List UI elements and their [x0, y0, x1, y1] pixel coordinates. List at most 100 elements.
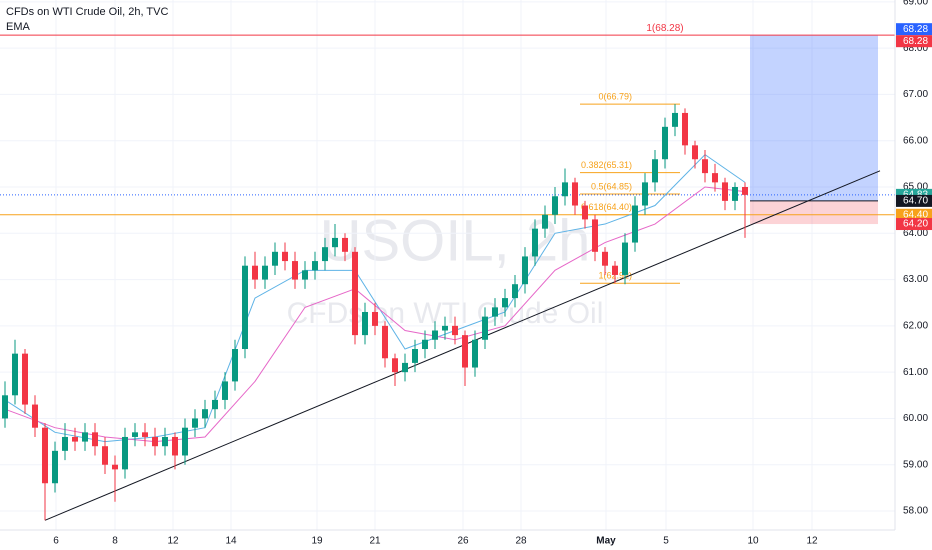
- candle-body: [552, 196, 558, 215]
- candle-body: [262, 265, 268, 280]
- candle-body: [632, 205, 638, 243]
- candle-body: [452, 325, 458, 336]
- candle-body: [382, 325, 388, 359]
- x-tick-label: 5: [663, 536, 669, 547]
- candle-body: [622, 242, 628, 275]
- candle-body: [662, 126, 668, 160]
- candle-body: [702, 159, 708, 174]
- candle-body: [192, 418, 198, 428]
- y-tick-label: 59.00: [903, 459, 928, 470]
- candle-body: [592, 219, 598, 252]
- candle-body: [282, 251, 288, 262]
- candle-body: [72, 436, 78, 442]
- candle-body: [132, 432, 138, 437]
- candle-body: [352, 251, 358, 336]
- y-tick-label: 58.00: [903, 506, 928, 517]
- candle-body: [652, 159, 658, 183]
- price-badge: [896, 218, 932, 231]
- candle-body: [32, 404, 38, 428]
- candle-body: [252, 265, 258, 280]
- watermark: USOIL, 2h CFDs on WTI Crude Oil: [287, 208, 604, 330]
- candle-body: [562, 182, 568, 197]
- x-tick-label: May: [596, 536, 616, 547]
- candle-body: [112, 464, 118, 470]
- candle-body: [92, 432, 98, 447]
- target-zone: [750, 35, 878, 201]
- y-tick-label: 61.00: [903, 367, 928, 378]
- candle-body: [182, 427, 188, 456]
- candle-body: [502, 298, 508, 308]
- x-tick-label: 21: [369, 536, 381, 547]
- y-tick-label: 62.00: [903, 321, 928, 332]
- y-tick-label: 60.00: [903, 413, 928, 424]
- level-label: 1(68.28): [646, 23, 683, 34]
- candle-body: [172, 436, 178, 456]
- candle-body: [732, 187, 738, 201]
- stop-zone: [750, 200, 878, 225]
- price-badge: [896, 194, 932, 207]
- candle-body: [672, 112, 678, 127]
- x-tick-label: 19: [311, 536, 323, 547]
- price-badge-label: 64.70: [903, 196, 928, 207]
- price-badge-label: 68.28: [903, 36, 928, 47]
- candle-body: [142, 432, 148, 437]
- y-tick-label: 65.00: [903, 182, 928, 193]
- candle-body: [272, 251, 278, 266]
- candle-body: [522, 256, 528, 285]
- x-tick-label: 28: [515, 536, 527, 547]
- fib-label: 0.5(64.85): [591, 181, 632, 191]
- candle-body: [532, 228, 538, 257]
- candle-body: [62, 436, 68, 451]
- chart-title: CFDs on WTI Crude Oil, 2h, TVC: [6, 6, 168, 18]
- candle-body: [232, 349, 238, 382]
- plot: 1(68.28) 0(66.79) 0.382(65.31) 0.5(64.85) 0.…: [0, 0, 895, 530]
- y-tick-label: 63.00: [903, 274, 928, 285]
- candle-body: [572, 182, 578, 206]
- y-tick-label: 69.00: [903, 0, 928, 7]
- price-badge: [896, 35, 932, 48]
- candle-body: [292, 261, 298, 280]
- ema-line: [4, 186, 746, 443]
- candle-body: [332, 237, 338, 248]
- candle-body: [742, 187, 748, 195]
- candle-body: [2, 395, 8, 419]
- x-tick-label: 8: [112, 536, 118, 547]
- candle-body: [222, 381, 228, 400]
- price-badge: [896, 208, 932, 221]
- y-tick-label: 68.00: [903, 43, 928, 54]
- candle-body: [302, 270, 308, 280]
- candle-body: [322, 247, 328, 262]
- x-tick-label: 6: [53, 536, 59, 547]
- candle-body: [82, 432, 88, 442]
- candle-body: [152, 436, 158, 447]
- candle-body: [102, 446, 108, 465]
- x-tick-label: 14: [225, 536, 237, 547]
- candle-body: [442, 325, 448, 331]
- candle-body: [612, 265, 618, 275]
- candle-body: [162, 436, 168, 447]
- candle-body: [602, 251, 608, 266]
- x-tick-label: 26: [457, 536, 469, 547]
- candle-body: [52, 450, 58, 484]
- candle-body: [472, 339, 478, 368]
- candle-body: [512, 284, 518, 299]
- candle-body: [682, 112, 688, 146]
- candle-body: [372, 311, 378, 326]
- price-badge-label: 68.28: [903, 24, 928, 35]
- fib-label: 0.382(65.31): [581, 160, 632, 170]
- candle-body: [12, 353, 18, 396]
- candle-body: [412, 349, 418, 363]
- y-tick-label: 66.00: [903, 135, 928, 146]
- candle-body: [482, 316, 488, 340]
- candle-body: [492, 307, 498, 317]
- price-badge: [896, 23, 932, 36]
- fib-label: 0(66.79): [598, 92, 632, 102]
- candle-body: [542, 214, 548, 229]
- candle-body: [212, 399, 218, 410]
- candle-body: [312, 261, 318, 271]
- candle-body: [712, 173, 718, 183]
- x-tick-label: 12: [806, 536, 818, 547]
- candle-body: [722, 182, 728, 201]
